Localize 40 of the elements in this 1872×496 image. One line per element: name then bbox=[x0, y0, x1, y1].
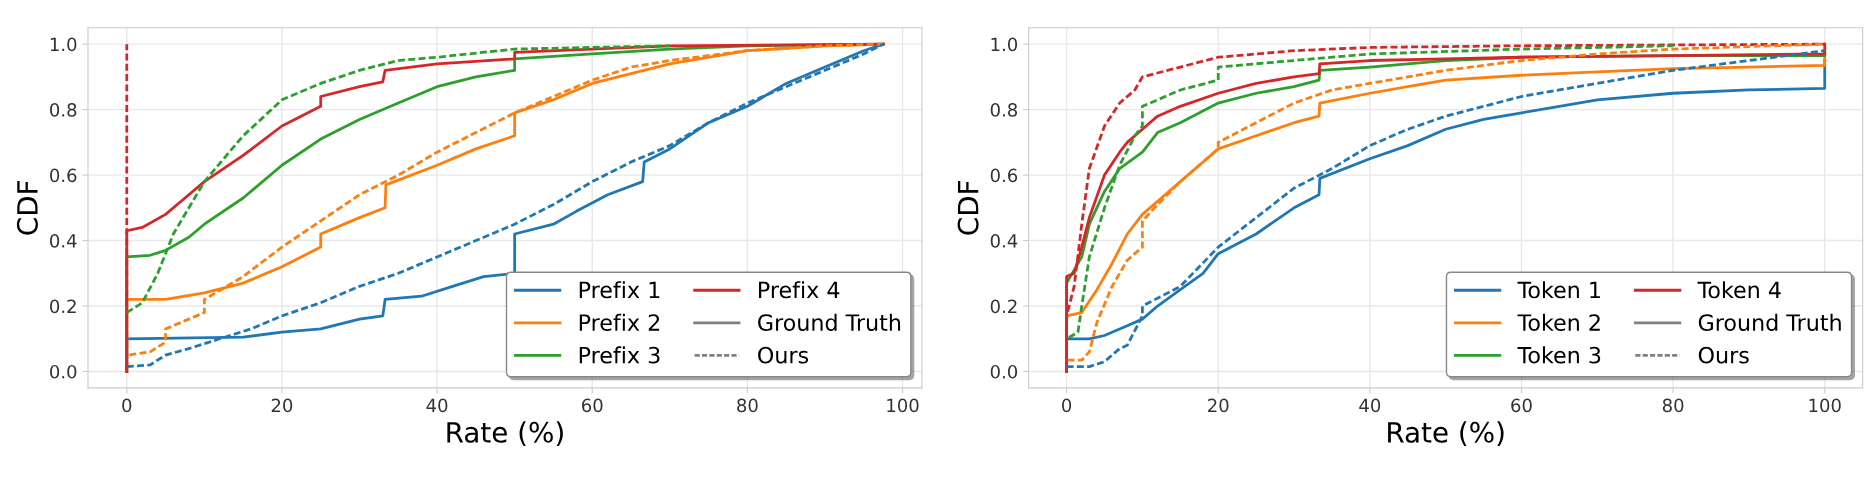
legend-label: Token 2 bbox=[1517, 313, 1600, 331]
x-tick-label: 40 bbox=[1359, 398, 1381, 413]
x-tick-label: 60 bbox=[1511, 398, 1532, 413]
y-tick-label: 0.6 bbox=[50, 168, 77, 183]
legend-label: Token 3 bbox=[1517, 346, 1601, 364]
y-tick-label: 0.4 bbox=[990, 234, 1018, 248]
x-tick-label: 80 bbox=[737, 398, 758, 413]
x-tick-label: 100 bbox=[887, 398, 919, 413]
x-axis-title: Rate (%) bbox=[1388, 421, 1504, 447]
legend-label: Ours bbox=[1698, 346, 1749, 364]
y-tick-label: 0.2 bbox=[50, 299, 76, 314]
y-tick-label: 0.8 bbox=[50, 103, 77, 117]
y-tick-label: 1.0 bbox=[991, 37, 1018, 52]
legend-label: Prefix 4 bbox=[759, 281, 840, 299]
legend-label: Ground Truth bbox=[1698, 313, 1841, 331]
x-tick-label: 20 bbox=[1208, 398, 1229, 413]
x-tick-label: 0 bbox=[1062, 398, 1072, 413]
x-tick-label: 0 bbox=[122, 398, 132, 413]
legend-label: Ground Truth bbox=[758, 313, 901, 331]
legend-label: Ours bbox=[758, 346, 809, 364]
y-tick-label: 1.0 bbox=[50, 37, 77, 52]
y-tick-label: 0.0 bbox=[990, 364, 1018, 379]
legend-label: Prefix 1 bbox=[579, 281, 660, 299]
legend-label: Token 4 bbox=[1697, 281, 1781, 299]
x-tick-label: 60 bbox=[582, 398, 603, 413]
x-tick-label: 20 bbox=[271, 398, 293, 413]
y-axis-title: CDF bbox=[16, 181, 38, 235]
x-tick-label: 80 bbox=[1662, 398, 1684, 413]
y-tick-label: 0.4 bbox=[50, 234, 77, 248]
y-tick-label: 0.0 bbox=[50, 364, 77, 379]
y-tick-label: 0.8 bbox=[990, 103, 1018, 117]
legend-label: Prefix 3 bbox=[579, 346, 660, 364]
legend-label: Prefix 2 bbox=[579, 313, 660, 331]
x-tick-label: 100 bbox=[1809, 398, 1841, 413]
y-axis-title: CDF bbox=[957, 181, 979, 235]
legend-label: Token 1 bbox=[1517, 281, 1600, 299]
y-tick-label: 0.6 bbox=[990, 168, 1018, 183]
y-tick-label: 0.2 bbox=[990, 299, 1017, 314]
x-axis-title: Rate (%) bbox=[447, 421, 563, 447]
x-tick-label: 40 bbox=[426, 398, 448, 413]
